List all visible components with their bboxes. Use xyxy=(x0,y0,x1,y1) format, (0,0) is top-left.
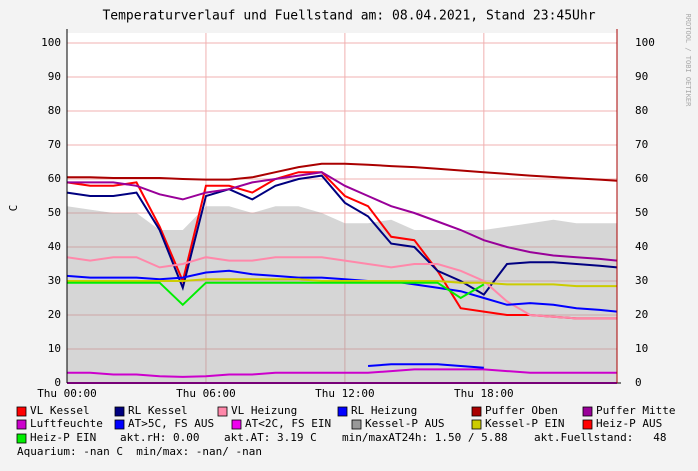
legend-swatch xyxy=(471,419,482,430)
legend-label: Heiz-P EIN xyxy=(30,431,96,444)
legend-swatch xyxy=(231,419,242,430)
line xyxy=(66,269,618,313)
legend-label: Luftfeuchte xyxy=(30,417,103,430)
side-text: RRDTOOL / TOBI OETIKER xyxy=(684,14,692,108)
y-tick-label: 80 xyxy=(48,104,61,117)
legend-swatch xyxy=(114,419,125,430)
legend-label: Puffer Oben xyxy=(485,404,558,417)
y2-tick-label: 20 xyxy=(635,308,648,321)
y-axis-label: C xyxy=(7,205,20,212)
y-tick-label: 10 xyxy=(48,342,61,355)
legend-swatch xyxy=(471,406,482,417)
legend-swatch xyxy=(582,419,593,430)
area xyxy=(67,206,617,383)
y2-tick-label: 10 xyxy=(635,342,648,355)
legend-swatch xyxy=(582,406,593,417)
line xyxy=(367,363,484,369)
y2-tick-label: 90 xyxy=(635,70,648,83)
y-tick-label: 50 xyxy=(48,206,61,219)
y-tick-label: 40 xyxy=(48,240,61,253)
legend-label: Kessel-P AUS xyxy=(365,417,444,430)
line xyxy=(67,368,617,378)
y-tick-label: 20 xyxy=(48,308,61,321)
annotation: akt.rH: 0.00 xyxy=(120,431,199,444)
line xyxy=(66,256,617,320)
legend-swatch xyxy=(16,433,27,444)
line xyxy=(67,171,618,262)
y2-tick-label: 40 xyxy=(635,240,648,253)
y2-tick-label: 60 xyxy=(635,172,648,185)
legend-swatch xyxy=(337,406,348,417)
annotation: min/maxAT24h: 1.50 / 5.88 xyxy=(342,431,508,444)
x-tick-label: Thu 06:00 xyxy=(176,387,236,400)
y-tick-label: 70 xyxy=(48,138,61,151)
legend-label: AT>5C, FS AUS xyxy=(128,417,214,430)
annotation: Aquarium: -nan C min/max: -nan/ -nan xyxy=(17,445,262,458)
x-tick-label: Thu 00:00 xyxy=(37,387,97,400)
line xyxy=(67,281,485,307)
legend-swatch xyxy=(351,419,362,430)
legend-swatch xyxy=(217,406,228,417)
y2-tick-label: 30 xyxy=(635,274,648,287)
x-tick-label: Thu 18:00 xyxy=(454,387,514,400)
line xyxy=(67,278,617,288)
legend-label: Heiz-P AUS xyxy=(596,417,662,430)
line xyxy=(67,162,618,182)
y2-tick-label: 100 xyxy=(635,36,655,49)
legend-label: AT<2C, FS EIN xyxy=(245,417,331,430)
plot-area xyxy=(67,33,617,383)
legend-label: Puffer Mitte xyxy=(596,404,675,417)
y2-tick-label: 70 xyxy=(635,138,648,151)
y2-tick-label: 80 xyxy=(635,104,648,117)
legend-label: VL Kessel xyxy=(30,404,90,417)
y-tick-label: 100 xyxy=(41,36,61,49)
x-tick-label: Thu 12:00 xyxy=(315,387,375,400)
legend-label: Kessel-P EIN xyxy=(485,417,564,430)
legend-label: RL Kessel xyxy=(128,404,188,417)
legend-swatch xyxy=(16,419,27,430)
y-tick-label: 90 xyxy=(48,70,61,83)
legend-label: VL Heizung xyxy=(231,404,297,417)
y2-tick-label: 50 xyxy=(635,206,648,219)
legend-label: RL Heizung xyxy=(351,404,417,417)
legend-swatch xyxy=(16,406,27,417)
y-tick-label: 30 xyxy=(48,274,61,287)
chart-title: Temperaturverlauf und Fuellstand am: 08.… xyxy=(102,9,595,24)
y-tick-label: 0 xyxy=(54,376,61,389)
y-tick-label: 60 xyxy=(48,172,61,185)
annotation: akt.AT: 3.19 C xyxy=(224,431,317,444)
annotation: akt.Fuellstand: 48 xyxy=(534,431,666,444)
line xyxy=(66,174,618,296)
legend-swatch xyxy=(114,406,125,417)
y2-tick-label: 0 xyxy=(635,376,642,389)
